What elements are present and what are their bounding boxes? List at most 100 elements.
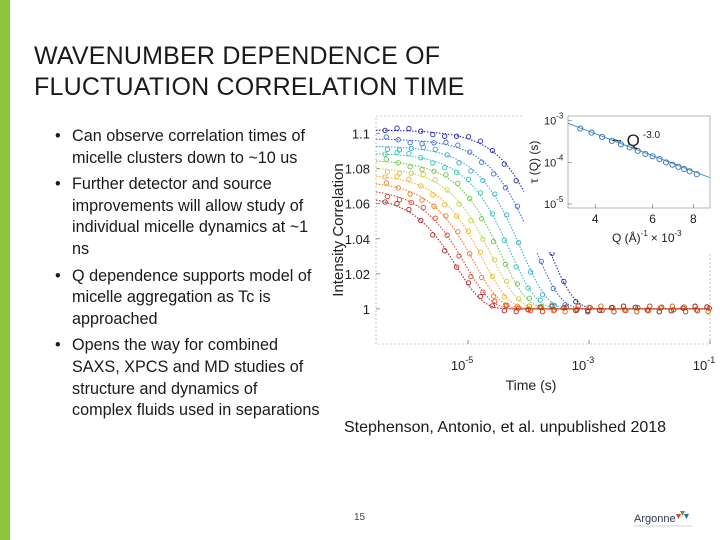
inset-y-tick-label: 10-3 bbox=[544, 112, 564, 128]
data-point bbox=[680, 305, 686, 311]
data-point bbox=[514, 203, 521, 209]
data-point bbox=[489, 273, 496, 279]
inset-data-point bbox=[634, 147, 641, 154]
data-point bbox=[430, 192, 436, 198]
inset-data-point bbox=[675, 163, 682, 170]
slide-title: WAVENUMBER DEPENDENCE OF FLUCTUATION COR… bbox=[34, 41, 465, 101]
data-point bbox=[431, 140, 437, 146]
x-tick-base: 10 bbox=[572, 358, 586, 373]
inset-background bbox=[524, 110, 716, 252]
data-point bbox=[467, 195, 473, 202]
inset-y-tick-label: 10-5 bbox=[544, 195, 564, 211]
data-point bbox=[394, 173, 400, 180]
data-point bbox=[455, 229, 461, 235]
data-point bbox=[492, 298, 498, 304]
inset-x-tick-label: 8 bbox=[690, 212, 697, 226]
data-point bbox=[561, 278, 567, 285]
data-point bbox=[395, 137, 401, 143]
inset-y-tick-exponent: -4 bbox=[556, 153, 564, 162]
data-point bbox=[408, 199, 414, 206]
argonne-logo-icon: Argonne bbox=[634, 511, 692, 527]
data-point bbox=[384, 193, 391, 200]
data-point bbox=[444, 232, 450, 238]
data-point bbox=[538, 258, 544, 265]
data-point bbox=[384, 169, 391, 175]
data-point bbox=[668, 308, 674, 314]
data-point bbox=[501, 308, 507, 314]
bullet-item: • Can observe correlation times of micell… bbox=[50, 126, 320, 169]
data-point bbox=[608, 304, 615, 311]
data-point bbox=[465, 134, 472, 140]
annotation-base: ~ Q bbox=[612, 131, 640, 150]
inset-data-point bbox=[588, 129, 595, 136]
data-point bbox=[620, 303, 627, 309]
data-point bbox=[537, 304, 543, 310]
data-point bbox=[573, 299, 579, 305]
data-point bbox=[431, 203, 437, 209]
data-point bbox=[382, 127, 388, 134]
fit-curve-line bbox=[375, 153, 710, 310]
inset-x-ticks: 4 6 8 bbox=[592, 204, 697, 226]
bullet-text: Can observe correlation times of micelle… bbox=[72, 127, 306, 167]
data-point bbox=[431, 168, 437, 174]
data-point bbox=[561, 305, 567, 311]
data-point bbox=[456, 160, 462, 166]
data-point bbox=[394, 200, 400, 207]
data-point bbox=[420, 144, 426, 151]
data-point bbox=[599, 307, 605, 314]
data-point bbox=[382, 199, 388, 205]
data-point bbox=[396, 197, 403, 203]
data-point bbox=[432, 146, 438, 152]
data-point bbox=[383, 156, 389, 162]
inset-y-tick-exponent: -3 bbox=[556, 112, 564, 121]
main-curves bbox=[375, 125, 713, 315]
data-point bbox=[694, 308, 701, 314]
y-tick-label: 1.04 bbox=[345, 232, 370, 247]
data-point bbox=[465, 176, 472, 183]
x-tick-exponent: -1 bbox=[707, 355, 715, 365]
data-point bbox=[383, 180, 389, 186]
data-point bbox=[573, 307, 579, 314]
main-y-ticks: 1 1.02 1.04 1.06 1.08 1.1 bbox=[345, 127, 380, 317]
data-point bbox=[635, 305, 641, 311]
data-point bbox=[479, 215, 485, 222]
data-point bbox=[444, 152, 450, 158]
inset-data-point bbox=[626, 144, 633, 151]
logo-text: Argonne bbox=[634, 513, 676, 525]
x-tick-base: 10 bbox=[693, 358, 707, 373]
x-axis-label: Time (s) bbox=[506, 377, 557, 393]
data-point bbox=[502, 185, 509, 191]
inset-data-point bbox=[642, 150, 649, 157]
data-point bbox=[453, 213, 460, 219]
data-point bbox=[430, 232, 436, 238]
data-point bbox=[406, 176, 412, 182]
data-point bbox=[479, 274, 485, 281]
x-tick-label: 10-3 bbox=[572, 355, 594, 373]
y-tick-label: 1 bbox=[363, 302, 370, 317]
data-point bbox=[513, 264, 519, 270]
y-axis-label: Intensity Correlation bbox=[330, 163, 347, 296]
inset-data-point bbox=[656, 156, 663, 163]
fit-curve-line bbox=[375, 183, 710, 310]
data-point bbox=[489, 147, 496, 154]
inset-x-tick-label: 6 bbox=[649, 212, 656, 226]
data-point bbox=[704, 304, 710, 310]
bullet-dot-icon: • bbox=[55, 175, 61, 194]
data-point bbox=[632, 304, 639, 311]
data-point bbox=[408, 145, 414, 152]
data-point bbox=[407, 191, 413, 197]
data-point bbox=[443, 172, 449, 178]
data-point bbox=[430, 160, 436, 166]
y-tick-label: 1.08 bbox=[345, 162, 370, 177]
data-point bbox=[395, 160, 401, 166]
data-point bbox=[407, 139, 413, 146]
data-point bbox=[539, 309, 546, 315]
data-point bbox=[489, 211, 496, 217]
data-point bbox=[539, 292, 546, 298]
inset-y-tick-exponent: -5 bbox=[556, 195, 564, 204]
data-point bbox=[465, 280, 472, 286]
x-tick-exponent: -5 bbox=[465, 355, 473, 365]
data-point bbox=[456, 253, 462, 259]
data-point bbox=[597, 307, 603, 313]
y-tick-label: 1.1 bbox=[352, 127, 370, 142]
